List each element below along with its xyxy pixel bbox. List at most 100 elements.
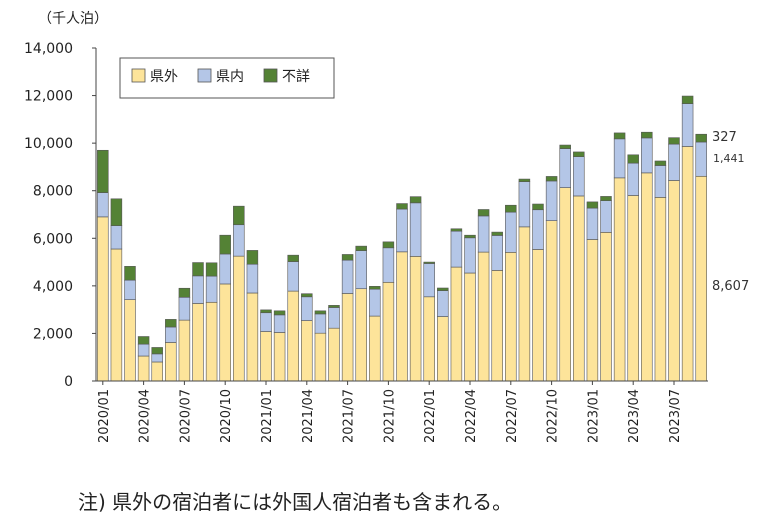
- annotation-kennai-value: 1,441: [713, 152, 745, 165]
- bar-segment-kennai: [450, 230, 463, 268]
- bar-segment-kengai: [341, 293, 354, 382]
- bar-segment-kengai: [409, 256, 422, 382]
- x-tick-label: 2023/04: [627, 389, 642, 443]
- bar-segment-fusho: [505, 204, 517, 213]
- legend-label-kennai: 県内: [216, 69, 244, 85]
- y-tick-label: 0: [64, 374, 73, 390]
- bar-segment-kennai: [477, 215, 490, 253]
- bar-segment-fusho: [328, 305, 340, 308]
- bar-segment-kengai: [491, 270, 503, 382]
- bar-segment-fusho: [423, 261, 435, 264]
- bar-segment-kennai: [110, 225, 123, 250]
- bar-segment-kennai: [328, 307, 340, 329]
- bar-segment-fusho: [219, 234, 231, 255]
- bar-segment-fusho: [151, 347, 163, 355]
- bar-segment-kengai: [328, 327, 340, 382]
- bar-segment-fusho: [205, 262, 218, 277]
- bar-segment-fusho: [246, 250, 259, 265]
- bar-segment-kengai: [613, 177, 626, 382]
- x-tick-label: 2021/04: [301, 389, 316, 443]
- y-axis-unit-label: （千人泊）: [38, 11, 108, 27]
- bar-segment-kengai: [654, 197, 667, 382]
- bar-segment-fusho: [369, 286, 381, 290]
- bar-segment-kennai: [273, 314, 286, 333]
- bar-segment-fusho: [586, 201, 599, 209]
- bar-segment-kengai: [260, 331, 272, 382]
- bar-segment-kengai: [314, 332, 327, 382]
- bar-segment-kengai: [355, 288, 367, 382]
- x-tick-label: 2023/01: [586, 389, 601, 443]
- x-tick-label: 2021/07: [342, 389, 357, 443]
- bar-segment-fusho: [654, 160, 667, 166]
- bar-segment-kengai: [518, 226, 531, 382]
- bar-segment-kennai: [97, 192, 109, 218]
- bar-segment-kennai: [260, 312, 272, 332]
- annotation-kengai-value: 8,607: [712, 279, 749, 294]
- bar-segment-kennai: [382, 247, 395, 283]
- bar-segment-kennai: [124, 279, 136, 300]
- bar-segment-kengai: [396, 251, 408, 382]
- bar-segment-kengai: [192, 303, 204, 382]
- bar-segment-kennai: [137, 343, 150, 357]
- bar-segment-fusho: [518, 178, 531, 182]
- bar-segment-kengai: [423, 296, 435, 382]
- bar-segment-kennai: [613, 138, 626, 179]
- bar-segment-kengai: [369, 315, 381, 382]
- bars: [97, 95, 707, 382]
- x-tick-label: 2020/04: [138, 389, 153, 443]
- bar-segment-kennai: [409, 202, 422, 257]
- bar-segment-kengai: [97, 216, 109, 382]
- bar-segment-kennai: [341, 259, 354, 294]
- bar-segment-kengai: [382, 281, 395, 382]
- y-tick-label: 8,000: [33, 184, 73, 200]
- bar-segment-kennai: [287, 261, 299, 292]
- bar-segment-kennai: [586, 207, 599, 240]
- bar-segment-fusho: [545, 176, 558, 182]
- axes: 0 2,000 4,000 6,000 8,000 10,000 12,000 14,000 2…: [24, 41, 708, 443]
- bar-segment-fusho: [396, 203, 408, 210]
- bar-segment-kennai: [314, 313, 327, 334]
- bar-segment-kennai: [668, 143, 680, 181]
- bar-segment-kengai: [559, 187, 571, 382]
- bar-segment-kennai: [192, 275, 204, 304]
- footnote: 注) 県外の宿泊者には外国人宿泊者も含まれる。: [78, 490, 513, 514]
- bar-segment-fusho: [491, 231, 503, 236]
- bar-segment-kengai: [124, 299, 136, 382]
- x-tick-label: 2020/10: [219, 389, 234, 443]
- bar-segment-kennai: [233, 224, 245, 257]
- x-tick-label: 2020/01: [97, 389, 112, 443]
- bar-segment-kengai: [641, 172, 653, 382]
- bar-segment-fusho: [668, 137, 680, 145]
- bar-segment-kengai: [600, 232, 612, 382]
- bar-segment-kennai: [396, 208, 408, 253]
- bar-segment-kennai: [219, 253, 231, 285]
- bar-segment-kengai: [437, 316, 449, 382]
- bar-segment-fusho: [178, 287, 191, 298]
- legend-swatch-kennai: [197, 68, 212, 83]
- bar-segment-kengai: [573, 195, 585, 382]
- legend-swatch-kengai: [131, 68, 146, 83]
- y-tick-label: 14,000: [24, 41, 73, 57]
- x-tick-label: 2022/01: [423, 389, 438, 443]
- legend-label-kengai: 県外: [150, 69, 178, 85]
- bar-segment-fusho: [477, 209, 490, 217]
- stacked-bar-chart: 0 2,000 4,000 6,000 8,000 10,000 12,000 14,000 2…: [24, 41, 749, 443]
- y-tick-label: 12,000: [24, 89, 73, 105]
- x-tick-label: 2021/01: [260, 389, 275, 443]
- bar-segment-kennai: [437, 290, 449, 317]
- bar-segment-kengai: [110, 248, 123, 382]
- bar-segment-kennai: [355, 250, 367, 290]
- x-tick-label: 2022/10: [546, 389, 561, 443]
- x-tick-label: 2022/04: [464, 389, 479, 443]
- bar-segment-fusho: [301, 293, 313, 298]
- bar-segment-kengai: [668, 180, 680, 382]
- bar-segment-fusho: [532, 203, 544, 211]
- bar-segment-fusho: [627, 154, 639, 164]
- bar-segment-kennai: [178, 296, 191, 321]
- bar-segment-kengai: [165, 342, 177, 382]
- bar-segment-kennai: [654, 165, 667, 198]
- bar-segment-fusho: [287, 254, 299, 262]
- bar-segment-kengai: [532, 249, 544, 382]
- bar-segment-kennai: [423, 263, 435, 298]
- bar-segment-fusho: [165, 319, 177, 328]
